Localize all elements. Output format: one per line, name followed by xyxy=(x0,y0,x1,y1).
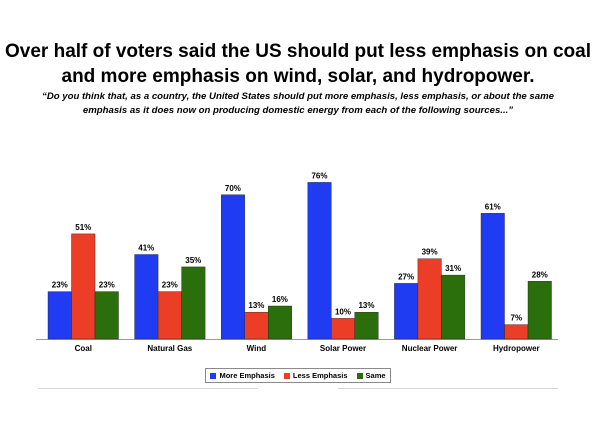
legend-swatch-less-emphasis xyxy=(283,372,290,379)
category-label-hydropower: Hydropower xyxy=(493,344,540,353)
value-label-solar-power-less-emphasis: 10% xyxy=(335,307,351,316)
value-label-nuclear-power-more-emphasis: 27% xyxy=(398,272,414,281)
bar-nuclear-power-same xyxy=(441,274,466,340)
bar-hydropower-less-emphasis xyxy=(504,324,529,340)
value-label-coal-same: 23% xyxy=(99,281,115,290)
value-label-solar-power-same: 13% xyxy=(358,301,374,310)
value-label-hydropower-more-emphasis: 61% xyxy=(485,202,501,211)
value-label-coal-less-emphasis: 51% xyxy=(75,223,91,232)
footer-divider-left xyxy=(38,388,258,389)
legend-item-same: Same xyxy=(356,371,386,380)
value-label-hydropower-same: 28% xyxy=(532,270,548,279)
bar-wind-more-emphasis xyxy=(220,194,245,340)
legend-swatch-same xyxy=(356,372,363,379)
value-label-natural-gas-same: 35% xyxy=(185,256,201,265)
bar-solar-power-less-emphasis xyxy=(331,318,355,340)
bar-solar-power-more-emphasis xyxy=(307,182,332,340)
bar-hydropower-more-emphasis xyxy=(480,213,505,340)
value-label-solar-power-more-emphasis: 76% xyxy=(311,171,327,180)
bar-wind-same xyxy=(268,305,292,340)
category-label-natural-gas: Natural Gas xyxy=(147,344,192,353)
value-label-natural-gas-more-emphasis: 41% xyxy=(138,244,154,253)
legend-label-more-emphasis: More Emphasis xyxy=(219,371,275,380)
value-label-nuclear-power-same: 31% xyxy=(445,264,461,273)
bar-wind-less-emphasis xyxy=(244,312,269,340)
legend-swatch-more-emphasis xyxy=(210,372,217,379)
bar-hydropower-same xyxy=(527,281,552,340)
value-labels-layer: 23% 51% 23% 41% 23% 35% 70% 13% 16% 76% 10% 13% 27% 3… xyxy=(52,171,548,322)
legend-item-less-emphasis: Less Emphasis xyxy=(283,371,348,380)
category-label-coal: Coal xyxy=(75,344,92,353)
value-label-coal-more-emphasis: 23% xyxy=(52,281,68,290)
category-label-solar-power: Solar Power xyxy=(320,344,366,353)
bar-coal-less-emphasis xyxy=(71,233,96,340)
legend: More Emphasis Less Emphasis Same xyxy=(205,368,391,383)
legend-label-same: Same xyxy=(365,371,386,380)
category-label-wind: Wind xyxy=(247,344,267,353)
bar-nuclear-power-more-emphasis xyxy=(394,283,419,340)
value-label-hydropower-less-emphasis: 7% xyxy=(511,314,523,323)
bar-natural-gas-more-emphasis xyxy=(134,254,159,340)
bar-solar-power-same xyxy=(354,312,379,340)
value-label-wind-more-emphasis: 70% xyxy=(225,184,241,193)
chart-subtitle: “Do you think that, as a country, the Un… xyxy=(42,91,554,116)
legend-label-less-emphasis: Less Emphasis xyxy=(292,371,348,380)
bar-natural-gas-less-emphasis xyxy=(157,291,182,340)
value-label-wind-less-emphasis: 13% xyxy=(248,301,264,310)
bar-nuclear-power-less-emphasis xyxy=(417,258,442,340)
category-label-nuclear-power: Nuclear Power xyxy=(402,344,458,353)
chart-title: Over half of voters said the US should p… xyxy=(5,41,591,87)
bar-coal-same xyxy=(94,291,119,340)
value-label-wind-same: 16% xyxy=(272,295,288,304)
legend-item-more-emphasis: More Emphasis xyxy=(210,371,275,380)
value-label-nuclear-power-less-emphasis: 39% xyxy=(422,248,438,257)
value-label-natural-gas-less-emphasis: 23% xyxy=(162,281,178,290)
bar-natural-gas-same xyxy=(181,266,206,340)
footer-divider-right xyxy=(338,388,558,389)
category-labels-layer: Coal Natural Gas Wind Solar Power Nuclear Po… xyxy=(75,344,540,353)
bar-coal-more-emphasis xyxy=(47,291,72,340)
bars-layer xyxy=(47,182,552,340)
